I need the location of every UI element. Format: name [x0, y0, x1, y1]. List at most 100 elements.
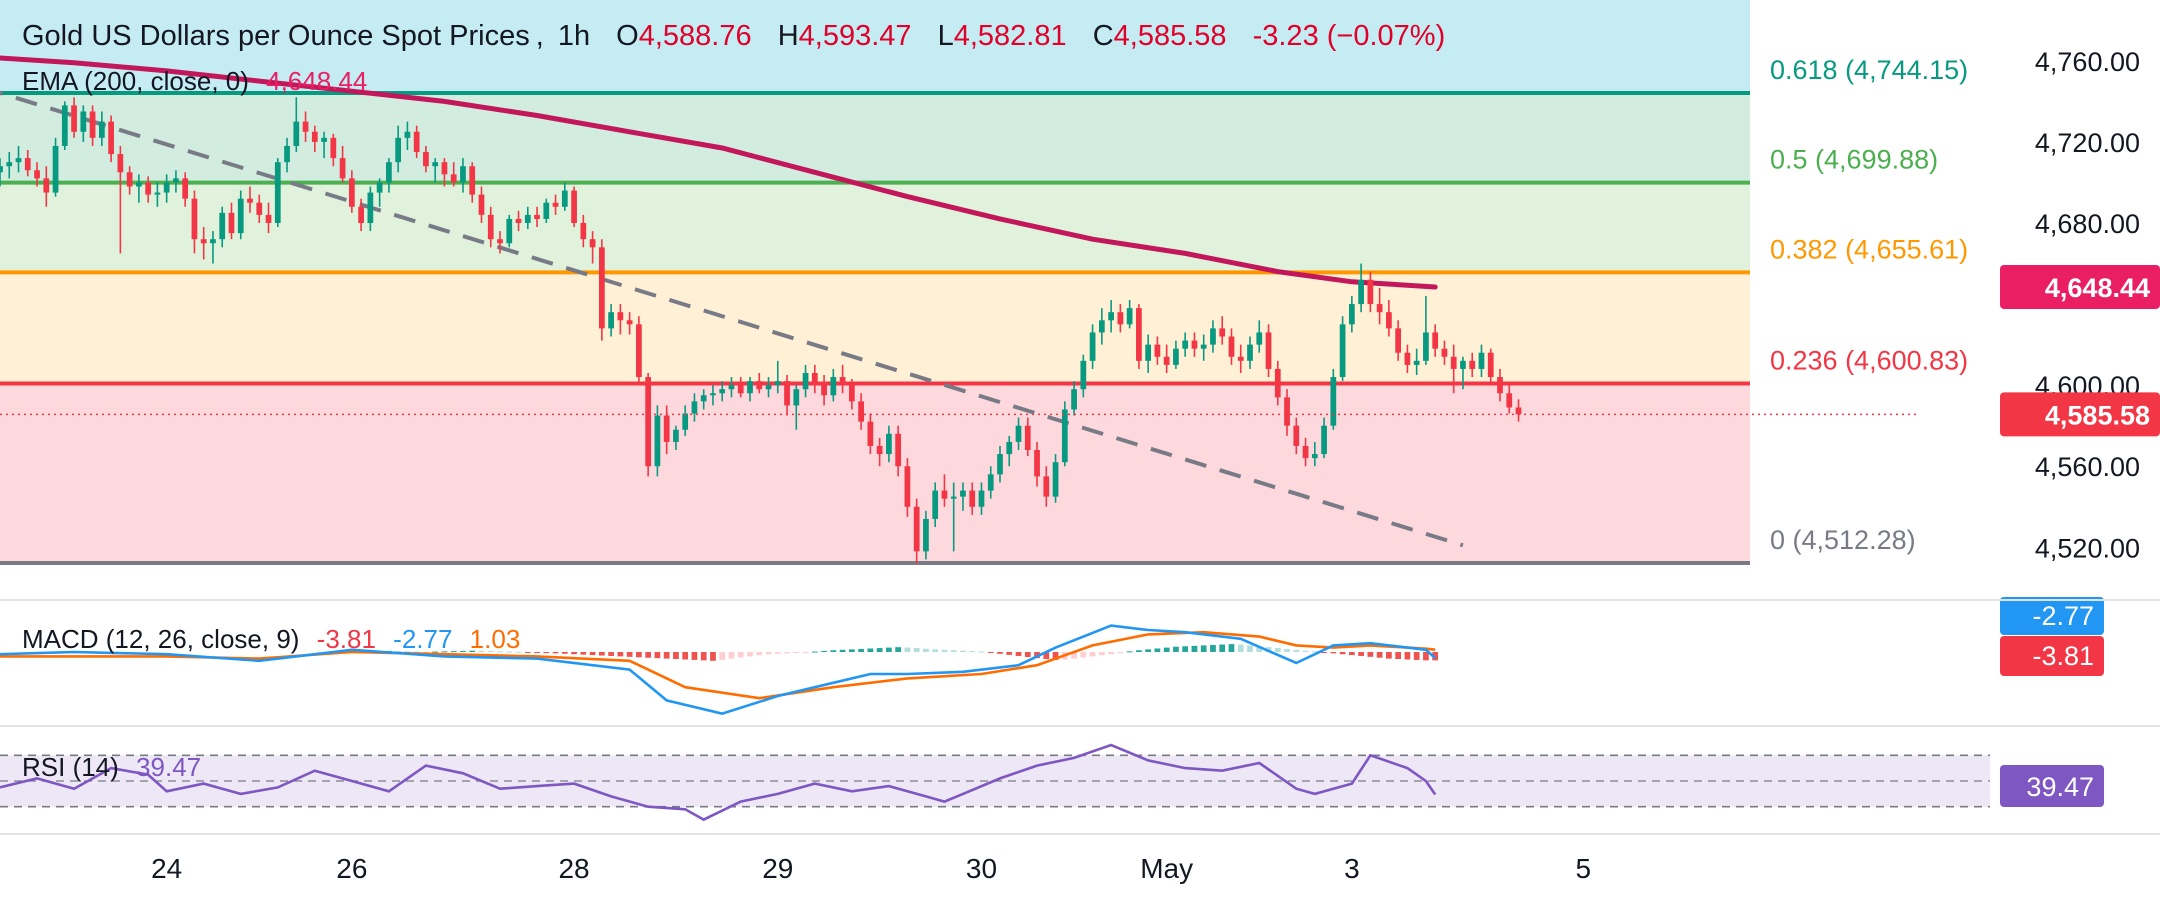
- candle[interactable]: [941, 474, 948, 507]
- candle[interactable]: [1515, 399, 1522, 422]
- candle[interactable]: [80, 105, 87, 142]
- candle[interactable]: [1108, 300, 1114, 333]
- candle[interactable]: [886, 425, 892, 463]
- candle[interactable]: [1200, 334, 1207, 361]
- candle[interactable]: [561, 182, 568, 211]
- candle[interactable]: [821, 375, 827, 406]
- candle[interactable]: [487, 206, 494, 248]
- candle[interactable]: [311, 125, 318, 153]
- candle[interactable]: [71, 97, 77, 138]
- ema-200-line[interactable]: [0, 55, 1438, 290]
- candle[interactable]: [1061, 401, 1068, 467]
- candle[interactable]: [774, 360, 781, 394]
- candle[interactable]: [339, 145, 346, 183]
- candle[interactable]: [543, 198, 550, 223]
- candle[interactable]: [719, 381, 726, 402]
- candle[interactable]: [386, 158, 392, 193]
- candle[interactable]: [830, 368, 837, 402]
- candle[interactable]: [1191, 332, 1198, 357]
- candle[interactable]: [497, 231, 503, 254]
- ema-legend[interactable]: EMA (200, close, 0) 4,648.44: [22, 66, 367, 97]
- candle[interactable]: [960, 482, 966, 511]
- candle[interactable]: [321, 131, 327, 159]
- candle[interactable]: [580, 214, 587, 248]
- candle[interactable]: [506, 214, 513, 248]
- candle[interactable]: [1330, 368, 1337, 430]
- candle[interactable]: [1237, 344, 1244, 373]
- candle[interactable]: [1071, 381, 1077, 416]
- candle[interactable]: [895, 425, 902, 477]
- rsi-line[interactable]: [0, 743, 1437, 822]
- candle[interactable]: [1024, 417, 1031, 457]
- candle[interactable]: [636, 316, 642, 386]
- candle[interactable]: [950, 482, 957, 552]
- candle[interactable]: [598, 239, 605, 341]
- candle[interactable]: [302, 111, 309, 142]
- candle[interactable]: [765, 377, 772, 398]
- candle[interactable]: [173, 170, 179, 193]
- candle[interactable]: [237, 190, 244, 240]
- candle[interactable]: [469, 162, 476, 203]
- candle[interactable]: [904, 458, 911, 517]
- candle[interactable]: [1136, 304, 1142, 369]
- candle[interactable]: [913, 498, 920, 564]
- candle[interactable]: [524, 206, 531, 230]
- candle[interactable]: [710, 385, 716, 406]
- candle[interactable]: [1043, 466, 1050, 507]
- candle[interactable]: [1265, 324, 1272, 378]
- candle[interactable]: [1321, 417, 1327, 459]
- candle[interactable]: [1423, 295, 1429, 365]
- candle[interactable]: [1145, 334, 1152, 373]
- candle[interactable]: [6, 152, 13, 179]
- candle[interactable]: [608, 304, 614, 337]
- descending-trendline[interactable]: [0, 87, 1464, 548]
- candle[interactable]: [1219, 316, 1226, 345]
- candle[interactable]: [210, 231, 216, 264]
- candle[interactable]: [1432, 324, 1439, 357]
- candle[interactable]: [673, 425, 679, 451]
- interval-label[interactable]: 1h: [557, 20, 591, 52]
- candle[interactable]: [1376, 287, 1383, 325]
- candle[interactable]: [987, 466, 994, 499]
- candle[interactable]: [136, 174, 142, 203]
- candle[interactable]: [1348, 295, 1355, 333]
- candle[interactable]: [61, 101, 68, 151]
- candle[interactable]: [784, 375, 790, 416]
- candle[interactable]: [98, 111, 105, 146]
- candle[interactable]: [1404, 344, 1411, 373]
- candle[interactable]: [552, 194, 559, 215]
- candle[interactable]: [839, 364, 846, 394]
- candle[interactable]: [108, 115, 114, 163]
- candle[interactable]: [1395, 320, 1402, 361]
- candle[interactable]: [876, 437, 883, 467]
- candle[interactable]: [1080, 354, 1087, 398]
- macd-line[interactable]: [0, 624, 1437, 715]
- candle[interactable]: [534, 206, 540, 228]
- candle[interactable]: [182, 172, 189, 207]
- candle[interactable]: [24, 150, 31, 177]
- candle[interactable]: [284, 137, 290, 173]
- candle[interactable]: [1469, 352, 1476, 378]
- candle[interactable]: [376, 178, 383, 207]
- candle[interactable]: [43, 166, 50, 207]
- candle[interactable]: [571, 186, 577, 228]
- candle[interactable]: [1256, 320, 1263, 353]
- candle[interactable]: [1487, 348, 1494, 386]
- candle[interactable]: [728, 377, 735, 398]
- rsi-legend[interactable]: RSI (14) 39.47: [22, 752, 201, 783]
- candle[interactable]: [756, 372, 763, 394]
- candle[interactable]: [1052, 454, 1059, 503]
- candle[interactable]: [1210, 320, 1216, 353]
- candle[interactable]: [1441, 340, 1448, 365]
- candle[interactable]: [923, 510, 929, 560]
- candle[interactable]: [654, 405, 661, 477]
- candle[interactable]: [1506, 385, 1513, 414]
- candle[interactable]: [348, 170, 355, 213]
- candle[interactable]: [52, 137, 59, 197]
- candle[interactable]: [256, 194, 263, 223]
- candle[interactable]: [1247, 336, 1253, 369]
- candle[interactable]: [450, 162, 457, 187]
- candle[interactable]: [932, 482, 939, 528]
- candle[interactable]: [163, 174, 170, 203]
